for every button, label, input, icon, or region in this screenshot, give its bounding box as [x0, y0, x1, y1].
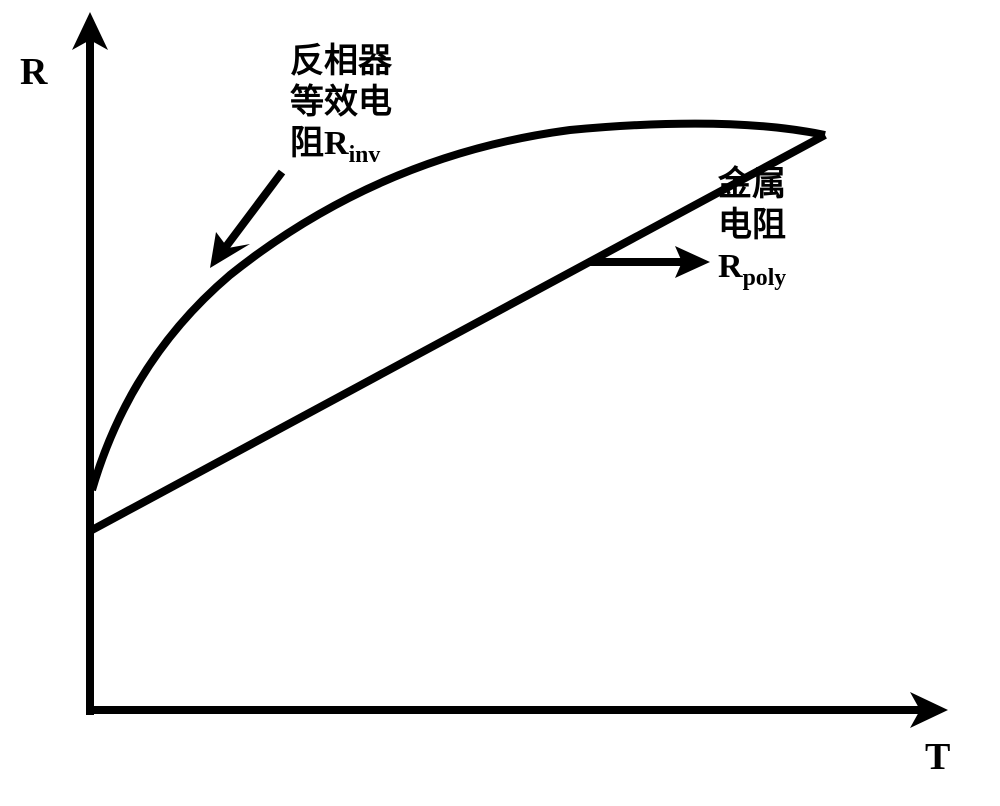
chart-container: R T 反相器 等效电 阻Rinv 金属 电阻 Rpoly: [0, 0, 1000, 801]
label-rpoly-line3: Rpoly: [718, 247, 786, 292]
chart-svg: [0, 0, 1000, 801]
x-axis-label: T: [925, 735, 950, 779]
label-rinv-line3: 阻Rinv: [290, 124, 392, 169]
y-axis-label: R: [20, 50, 47, 94]
label-rinv: 反相器 等效电 阻Rinv: [290, 42, 392, 169]
label-rinv-line2: 等效电: [290, 83, 392, 124]
label-rpoly-line1: 金属: [718, 165, 786, 206]
label-rpoly-line2: 电阻: [718, 206, 786, 247]
curve-rpoly: [92, 135, 825, 530]
label-rpoly: 金属 电阻 Rpoly: [718, 165, 786, 292]
label-rinv-line1: 反相器: [290, 42, 392, 83]
curve-rinv: [92, 124, 825, 490]
